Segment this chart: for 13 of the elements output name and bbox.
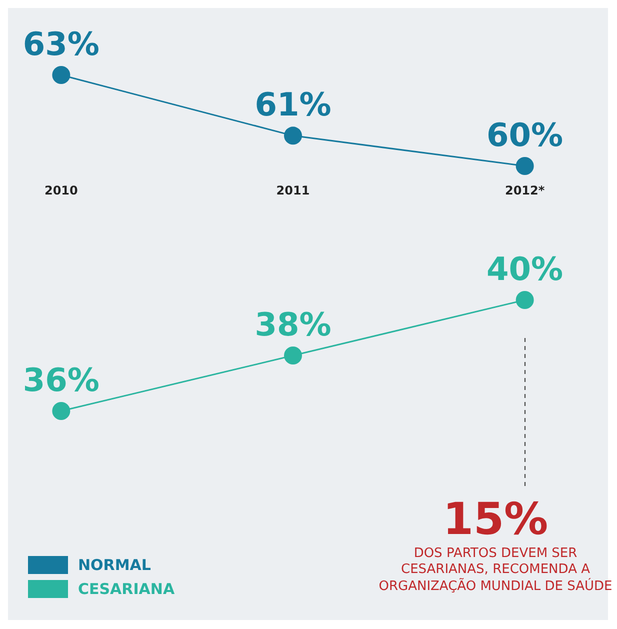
data-label: 36% [22, 361, 100, 399]
data-label: 63% [22, 25, 100, 63]
data-label: 61% [254, 86, 332, 124]
data-label: 38% [254, 306, 332, 344]
legend-label: NORMAL [78, 556, 151, 574]
x-tick-label: 2012* [504, 184, 546, 198]
legend-label: CESARIANA [78, 580, 175, 598]
text: 15% [442, 494, 550, 545]
text: DOS PARTOS DEVEM SER CESARIANAS, RECOMENDA A ORGANIZAÇÃO MUNDIAL DE SAÚDE [378, 546, 613, 595]
x-tick-label: 2011 [276, 184, 310, 198]
x-tick-label: 2010 [44, 184, 78, 198]
data-label: 40% [486, 250, 564, 288]
data-label: 60% [486, 116, 564, 154]
